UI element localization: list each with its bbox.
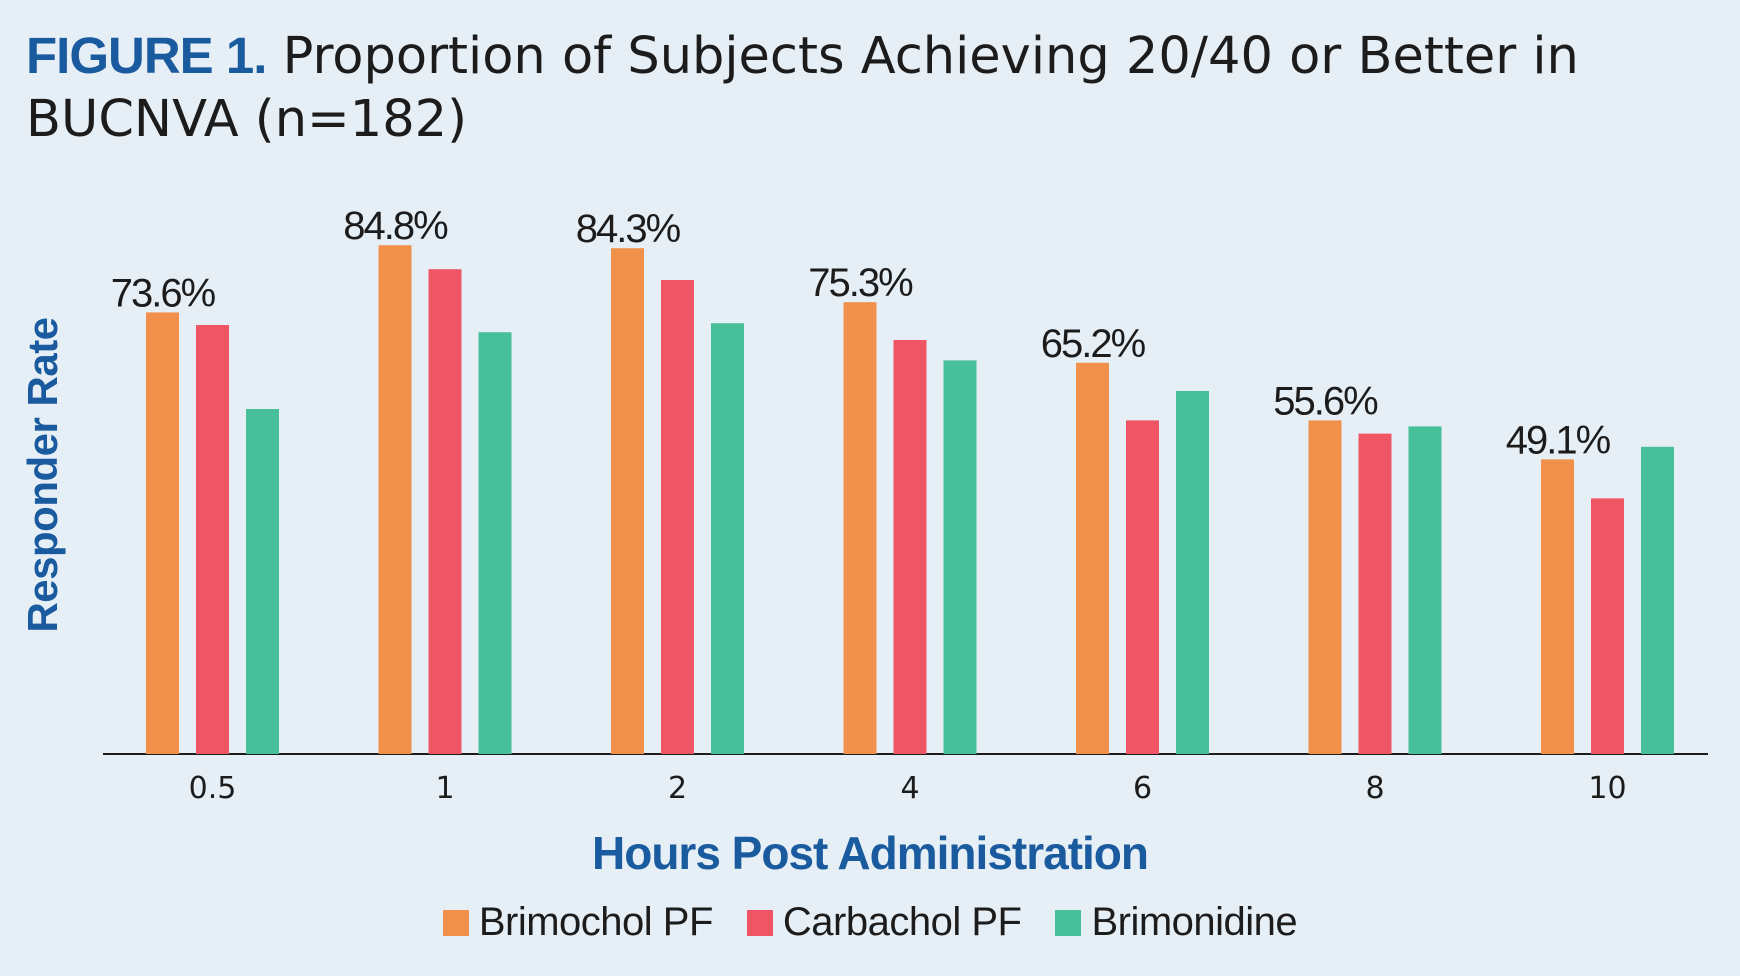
x-tick-label-10: 10 bbox=[1588, 771, 1626, 806]
legend-label-carbachol: Carbachol PF bbox=[782, 900, 1022, 944]
legend-label-brimonidine: Brimonidine bbox=[1091, 900, 1298, 944]
bar-brimochol-pf-10 bbox=[1541, 459, 1574, 754]
chart-title-text: Proportion of Subjects Achieving 20/40 o… bbox=[26, 27, 1579, 149]
y-axis-label-box: Responder Rate bbox=[18, 317, 68, 632]
x-tick-label-0.5: 0.5 bbox=[189, 771, 237, 806]
bar-carbachol-pf-0.5 bbox=[196, 325, 229, 754]
legend: Brimochol PF Carbachol PF Brimonidine bbox=[0, 900, 1740, 945]
bar-brimonidine-1 bbox=[478, 332, 512, 754]
legend-item-brimochol: Brimochol PF bbox=[442, 900, 714, 945]
x-axis-label: Hours Post Administration bbox=[592, 827, 1149, 879]
bar-brimochol-pf-0.5 bbox=[146, 312, 179, 754]
bar-brimonidine-8 bbox=[1408, 426, 1442, 754]
data-label-0.5: 73.6% bbox=[111, 271, 216, 315]
bar-brimochol-pf-1 bbox=[378, 245, 412, 754]
data-label-1: 84.8% bbox=[343, 204, 448, 248]
bar-carbachol-pf-10 bbox=[1591, 498, 1624, 754]
bar-carbachol-pf-2 bbox=[661, 280, 694, 754]
bar-brimochol-pf-4 bbox=[843, 302, 877, 754]
bar-brimonidine-6 bbox=[1176, 391, 1209, 754]
bar-carbachol-pf-4 bbox=[893, 340, 927, 754]
bar-carbachol-pf-6 bbox=[1126, 420, 1159, 754]
y-axis-label: Responder Rate bbox=[19, 317, 66, 633]
legend-swatch-brimochol bbox=[442, 909, 469, 936]
legend-swatch-carbachol bbox=[746, 909, 773, 936]
x-tick-label-4: 4 bbox=[900, 771, 919, 806]
legend-item-carbachol: Carbachol PF bbox=[746, 900, 1022, 945]
x-tick-label-1: 1 bbox=[435, 771, 454, 806]
bar-brimochol-pf-6 bbox=[1076, 362, 1109, 754]
bar-brimonidine-10 bbox=[1641, 446, 1674, 754]
bar-brimonidine-2 bbox=[711, 323, 744, 754]
bar-brimonidine-4 bbox=[943, 360, 977, 754]
data-label-2: 84.3% bbox=[576, 207, 681, 251]
bar-carbachol-pf-1 bbox=[428, 269, 462, 754]
chart-title: FIGURE 1. Proportion of Subjects Achievi… bbox=[26, 24, 1666, 151]
bar-brimochol-pf-8 bbox=[1308, 420, 1342, 754]
legend-label-brimochol: Brimochol PF bbox=[478, 900, 714, 944]
bar-brimonidine-0.5 bbox=[246, 409, 279, 754]
legend-item-brimonidine: Brimonidine bbox=[1055, 900, 1298, 945]
data-label-10: 49.1% bbox=[1506, 418, 1611, 462]
bar-carbachol-pf-8 bbox=[1358, 433, 1392, 754]
bar-brimochol-pf-2 bbox=[611, 248, 644, 754]
x-tick-label-2: 2 bbox=[668, 771, 687, 806]
legend-swatch-brimonidine bbox=[1055, 909, 1082, 936]
data-label-8: 55.6% bbox=[1273, 379, 1378, 423]
data-label-6: 65.2% bbox=[1041, 322, 1146, 366]
figure-label: FIGURE 1. bbox=[26, 27, 267, 84]
x-tick-label-6: 6 bbox=[1133, 771, 1152, 806]
data-label-4: 75.3% bbox=[808, 261, 913, 305]
x-tick-label-8: 8 bbox=[1365, 771, 1384, 806]
